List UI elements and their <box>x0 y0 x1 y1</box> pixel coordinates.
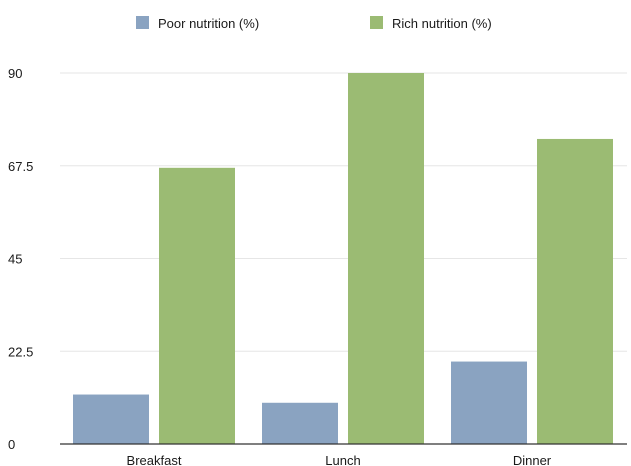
legend-label-rich: Rich nutrition (%) <box>392 16 492 31</box>
y-tick-label: 45 <box>8 252 22 267</box>
y-tick-label: 67.5 <box>8 159 33 174</box>
legend-swatch-rich <box>370 16 383 29</box>
legend: Poor nutrition (%) Rich nutrition (%) <box>136 16 492 31</box>
bar-rich-breakfast <box>159 167 235 445</box>
bar-poor-breakfast <box>73 394 149 444</box>
legend-label-poor: Poor nutrition (%) <box>158 16 259 31</box>
axes: 0 22.5 45 67.5 90 Breakfast Lunch Dinner <box>8 66 627 466</box>
x-tick-label: Breakfast <box>127 453 182 466</box>
bar-rich-dinner <box>537 138 613 444</box>
bar-rich-lunch <box>348 73 424 444</box>
x-tick-label: Lunch <box>325 453 360 466</box>
y-tick-label: 22.5 <box>8 344 33 359</box>
y-tick-label: 90 <box>8 66 22 81</box>
gridlines <box>60 72 627 352</box>
bar-poor-dinner <box>451 361 527 444</box>
bar-poor-lunch <box>262 402 338 444</box>
x-tick-label: Dinner <box>513 453 552 466</box>
y-tick-label: 0 <box>8 437 15 452</box>
legend-swatch-poor <box>136 16 149 29</box>
bars <box>73 73 613 445</box>
